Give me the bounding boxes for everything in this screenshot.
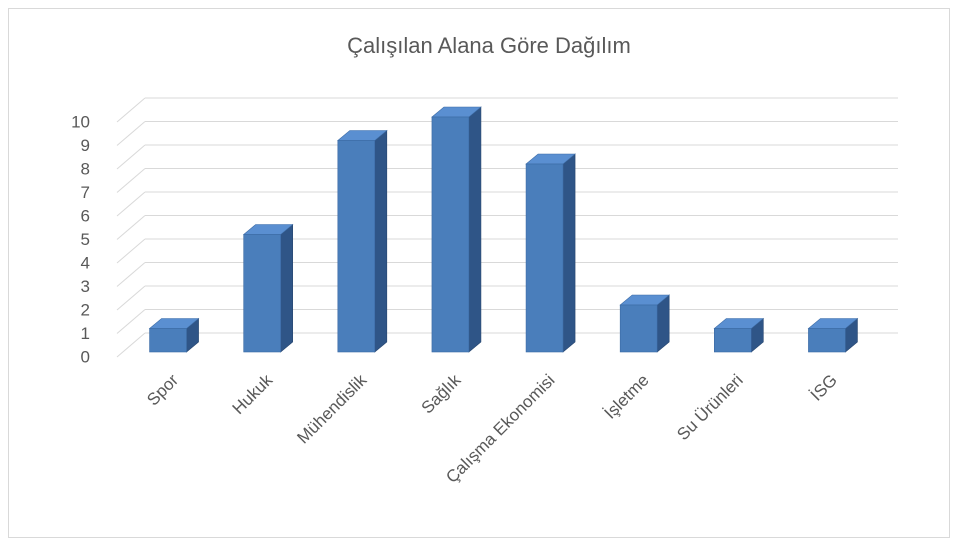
bar <box>619 304 658 353</box>
grid-line-side <box>116 121 146 146</box>
bar <box>149 328 187 353</box>
y-tick-label: 2 <box>81 300 90 319</box>
grid-line-side <box>116 144 146 170</box>
grid-line-side <box>116 285 146 311</box>
y-tick-label: 4 <box>81 253 90 272</box>
y-tick-label: 7 <box>81 183 90 202</box>
grid-line-side <box>116 168 146 193</box>
y-tick-label: 10 <box>71 112 90 131</box>
bar-side <box>562 153 576 353</box>
bar <box>714 328 752 353</box>
y-tick-label: 3 <box>81 277 90 296</box>
y-tick-label: 1 <box>81 324 90 343</box>
y-tick-label: 8 <box>81 159 90 178</box>
bar <box>243 234 281 353</box>
grid-line-side <box>116 238 146 264</box>
grid-line-side <box>116 215 146 240</box>
bar <box>431 116 470 353</box>
chart-title: Çalışılan Alana Göre Dağılım <box>347 33 631 58</box>
y-tick-label: 6 <box>81 206 90 225</box>
bar <box>337 140 376 353</box>
grid-line-side <box>116 191 146 217</box>
grid-line-side <box>116 332 146 358</box>
bar <box>525 163 564 353</box>
bar <box>808 328 846 353</box>
y-tick-label: 0 <box>81 347 90 366</box>
y-tick-label: 5 <box>81 230 90 249</box>
y-tick-label: 9 <box>81 136 90 155</box>
bar-side <box>374 129 388 353</box>
grid-line-side <box>116 262 146 287</box>
grid-line-side <box>116 97 146 123</box>
bar-side <box>280 223 293 353</box>
grid-line-side <box>116 309 146 334</box>
bar-side <box>468 106 482 353</box>
